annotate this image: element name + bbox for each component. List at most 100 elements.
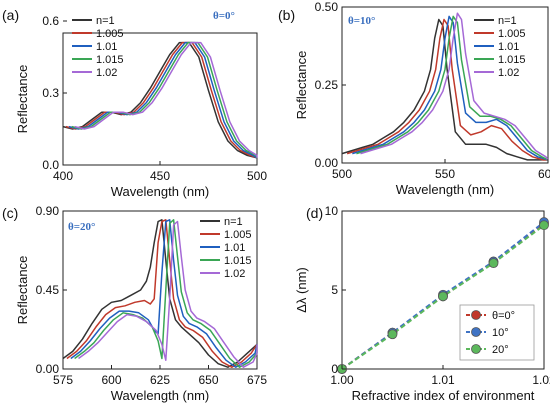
series-line-3 <box>74 219 258 368</box>
y-axis-label: Reflectance <box>15 65 30 134</box>
y-tick-label: 0.6 <box>42 14 59 28</box>
series-line-3 <box>71 41 258 159</box>
legend-label: n=1 <box>96 15 115 27</box>
y-axis-label: Reflectance <box>15 256 30 325</box>
y-tick-label: 0.25 <box>315 78 339 92</box>
legend-frame <box>459 304 535 361</box>
x-tick-label: 575 <box>53 373 73 387</box>
y-tick-label: 0.90 <box>36 204 60 218</box>
x-tick-labels: 400 450 500 <box>53 161 267 183</box>
y-tick-label: 0.00 <box>36 362 60 376</box>
legend-marker <box>471 327 481 337</box>
x-tick-label: 675 <box>247 373 267 387</box>
y-tick-label: 0 <box>331 362 338 376</box>
legend-marker <box>471 344 481 354</box>
x-tick-label: 1.00 <box>330 373 354 387</box>
legend-label: 1.02 <box>498 67 519 79</box>
angle-annotation: θ=10° <box>348 15 375 27</box>
legend-marker <box>471 310 481 320</box>
y-tick-label: 0.45 <box>36 283 60 297</box>
series-line-4 <box>78 220 258 368</box>
series-line-0 <box>62 219 258 368</box>
legend-label: 1.02 <box>96 67 117 79</box>
angle-annotation: θ=20° <box>68 221 95 233</box>
series-lines <box>341 12 549 161</box>
x-tick-label: 625 <box>150 373 170 387</box>
x-axis-label: Wavelength (nm) <box>396 182 495 197</box>
legend-label: 1.005 <box>498 28 526 40</box>
panel-label: (c) <box>2 205 18 221</box>
series-line-1 <box>66 219 258 368</box>
y-axis-label: Δλ (nm) <box>294 267 309 313</box>
data-point <box>488 258 499 269</box>
x-tick-label: 600 <box>538 167 550 181</box>
series-line-1 <box>65 41 258 159</box>
panel-b: (b) 500 550 600 0.00 0.25 0.50 Wavelength (n… <box>278 0 550 197</box>
series-line-0 <box>341 18 548 161</box>
x-axis-label: Wavelength (nm) <box>111 388 210 403</box>
x-tick-label: 550 <box>435 167 455 181</box>
x-tick-label: 450 <box>150 169 170 183</box>
series-line-3 <box>356 15 549 161</box>
x-tick-label: 600 <box>101 373 121 387</box>
series-line-0 <box>62 41 258 159</box>
y-tick-label: 0.0 <box>42 158 59 172</box>
data-point <box>387 329 398 340</box>
y-tick-labels: 0 5 10 <box>325 204 346 376</box>
x-tick-label: 500 <box>247 169 267 183</box>
x-tick-label: 650 <box>198 373 218 387</box>
panel-a: (a) 400 450 500 0.00.30.6 Wavelength (nm) … <box>2 7 267 199</box>
angle-annotation: θ=0° <box>213 10 235 22</box>
x-tick-labels: 575 600 625 650 675 <box>53 365 267 387</box>
legend: θ=0° 10° 20° <box>459 304 535 361</box>
y-tick-label: 5 <box>331 283 338 297</box>
legend-label: 1.015 <box>498 54 526 66</box>
legend-label: 1.015 <box>224 255 252 267</box>
legend-label: n=1 <box>224 216 243 228</box>
data-point <box>438 291 448 302</box>
legend-label: 10° <box>492 327 509 339</box>
legend-label: 1.015 <box>96 54 124 66</box>
x-axis-label: Wavelength (nm) <box>111 184 210 199</box>
series-lines <box>62 219 258 368</box>
y-tick-label: 0.50 <box>315 0 339 14</box>
plot-frame <box>62 32 258 166</box>
data-point <box>539 220 549 231</box>
legend-label: 1.01 <box>96 41 117 53</box>
y-tick-labels: 0.00 0.25 0.50 <box>315 0 346 170</box>
series-line-4 <box>360 12 549 161</box>
panel-d: (d) 1.00 1.01 1.02 0 5 10 Refractive index o… <box>294 204 550 403</box>
legend-label: θ=0° <box>492 310 515 322</box>
panel-label: (b) <box>278 7 295 23</box>
legend-label: 1.01 <box>498 41 519 53</box>
y-tick-label: 0.00 <box>315 156 339 170</box>
legend-label: 1.02 <box>224 268 245 280</box>
series-line-2 <box>68 41 258 159</box>
series-line-2 <box>352 15 549 161</box>
legend-label: 20° <box>492 344 509 356</box>
panel-c: (c) 575 600 625 650 675 0.00 0.45 0.90 Wavelen… <box>2 204 267 403</box>
series-line-1 <box>346 18 548 161</box>
y-tick-label: 0.3 <box>42 86 59 100</box>
series-line-2 <box>70 219 258 368</box>
x-tick-labels: 1.00 1.01 1.02 <box>330 365 550 387</box>
x-tick-label: 1.01 <box>431 373 455 387</box>
y-axis-label: Reflectance <box>294 51 309 120</box>
legend-label: 1.005 <box>96 28 124 40</box>
series-line-4 <box>74 41 258 158</box>
panel-label: (a) <box>2 7 19 23</box>
y-tick-labels: 0.0 0.3 0.6 <box>42 14 67 172</box>
x-tick-label: 400 <box>53 169 73 183</box>
y-tick-labels: 0.00 0.45 0.90 <box>36 204 67 376</box>
series-lines <box>62 41 258 159</box>
legend-label: 1.005 <box>224 229 252 241</box>
legend-label: n=1 <box>498 15 517 27</box>
x-tick-labels: 500 550 600 <box>332 159 550 181</box>
panel-label: (d) <box>306 205 323 221</box>
x-tick-label: 500 <box>332 167 352 181</box>
